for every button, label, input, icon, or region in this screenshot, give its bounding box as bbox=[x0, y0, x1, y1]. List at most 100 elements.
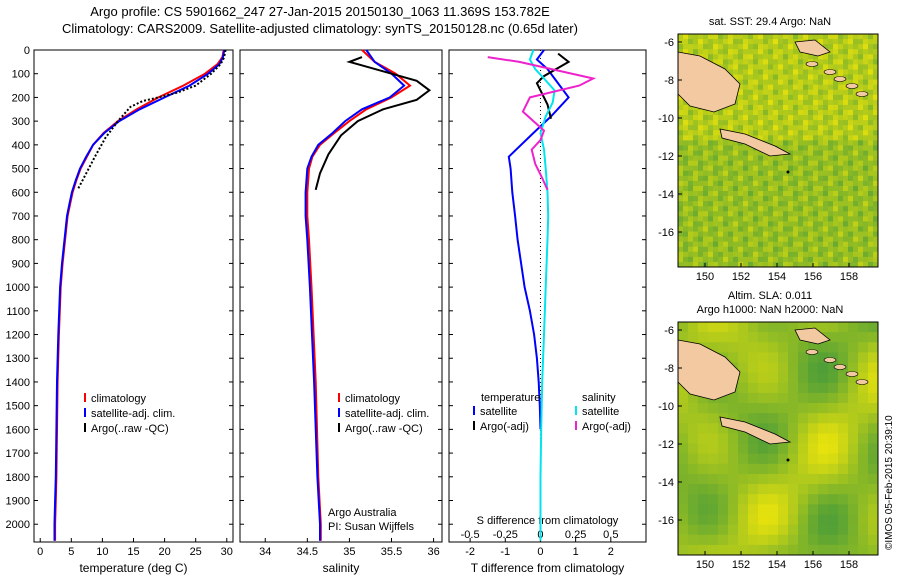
map-cell bbox=[678, 433, 689, 445]
map-cell bbox=[758, 115, 764, 121]
map-cell bbox=[748, 352, 759, 364]
map-cell bbox=[848, 201, 854, 207]
map-cell bbox=[873, 69, 879, 76]
map-cell bbox=[788, 39, 794, 45]
map-cell bbox=[813, 165, 819, 172]
island bbox=[823, 357, 837, 363]
map-cell bbox=[693, 120, 699, 126]
map-cell bbox=[698, 150, 704, 157]
map-cell bbox=[818, 256, 824, 263]
map-cell bbox=[718, 115, 724, 121]
map-cell bbox=[708, 443, 719, 455]
map-cell bbox=[718, 140, 724, 146]
map-cell bbox=[803, 261, 809, 268]
map-cell bbox=[738, 170, 744, 177]
map-cell bbox=[748, 44, 754, 50]
map-cell bbox=[848, 246, 854, 253]
map-cell bbox=[828, 246, 834, 253]
map-cell bbox=[793, 246, 799, 253]
map-cell bbox=[783, 246, 789, 253]
map-cell bbox=[823, 99, 829, 106]
map-cell bbox=[798, 120, 804, 126]
map-cell bbox=[763, 160, 769, 167]
map-cell bbox=[828, 130, 834, 136]
map-cell bbox=[743, 120, 749, 126]
map-cell bbox=[718, 170, 724, 177]
map-cell bbox=[738, 504, 749, 515]
map-cell bbox=[678, 544, 689, 556]
map-cell bbox=[748, 413, 759, 424]
map-cell bbox=[773, 120, 779, 126]
map-cell bbox=[798, 352, 809, 364]
map-cell bbox=[873, 104, 879, 111]
map-cell bbox=[788, 69, 794, 76]
map-cell bbox=[838, 150, 844, 157]
map-cell bbox=[863, 175, 869, 182]
map-cell bbox=[703, 231, 709, 238]
map-cell bbox=[768, 453, 779, 465]
map-cell bbox=[688, 236, 694, 243]
map-cell bbox=[798, 160, 804, 167]
map-cell bbox=[748, 443, 759, 455]
map-cell bbox=[793, 109, 799, 116]
map-cell bbox=[808, 201, 814, 207]
map-cell bbox=[738, 236, 744, 243]
map-cell bbox=[873, 115, 879, 121]
island bbox=[845, 83, 859, 89]
map-cell bbox=[818, 226, 824, 233]
map-cell bbox=[868, 84, 874, 91]
map-cell bbox=[778, 362, 789, 374]
map-cell bbox=[793, 84, 799, 91]
land-mass bbox=[794, 327, 831, 345]
map-cell bbox=[783, 226, 789, 233]
map-cell bbox=[718, 216, 724, 222]
map-cell bbox=[868, 443, 879, 455]
map-cell bbox=[738, 251, 744, 258]
map-cell bbox=[868, 49, 874, 55]
map-cell bbox=[688, 135, 694, 141]
map-cell bbox=[818, 109, 824, 116]
map-cell bbox=[688, 473, 699, 485]
map-cell bbox=[748, 125, 754, 131]
map-cell bbox=[873, 231, 879, 238]
map-cell bbox=[823, 145, 829, 151]
map-cell bbox=[828, 484, 839, 495]
map-cell bbox=[768, 236, 774, 243]
map-cell bbox=[718, 246, 724, 253]
map-cell bbox=[728, 494, 739, 505]
map-cell bbox=[808, 206, 814, 212]
map-cell bbox=[693, 44, 699, 50]
map-cell bbox=[683, 201, 689, 207]
map-cell bbox=[813, 120, 819, 126]
map-cell bbox=[778, 135, 784, 141]
map-cell bbox=[853, 191, 859, 197]
map-cell bbox=[733, 59, 739, 65]
map-cell bbox=[718, 180, 724, 187]
map-cell bbox=[748, 392, 759, 404]
map-cell bbox=[803, 125, 809, 131]
argo-position-marker bbox=[786, 170, 790, 174]
map-cell bbox=[708, 504, 719, 515]
map-cell bbox=[828, 494, 839, 505]
map-cell bbox=[713, 145, 719, 151]
map-cell bbox=[753, 236, 759, 243]
map-cell bbox=[848, 185, 854, 192]
map-cell bbox=[758, 39, 764, 45]
map-cell bbox=[778, 216, 784, 222]
map-cell bbox=[753, 59, 759, 65]
map-cell bbox=[713, 191, 719, 197]
map-cell bbox=[763, 125, 769, 131]
map-cell bbox=[718, 494, 729, 505]
map-cell bbox=[768, 34, 774, 40]
map-cell bbox=[858, 504, 869, 515]
map-cell bbox=[738, 241, 744, 248]
map-cell bbox=[738, 246, 744, 253]
map-cell bbox=[863, 74, 869, 81]
map-cell bbox=[758, 170, 764, 177]
map-cell bbox=[848, 413, 859, 424]
map-cell bbox=[693, 39, 699, 45]
map-cell bbox=[733, 201, 739, 207]
map-cell bbox=[803, 256, 809, 263]
y-tick-label: 1500 bbox=[6, 401, 30, 413]
map-cell bbox=[688, 226, 694, 233]
